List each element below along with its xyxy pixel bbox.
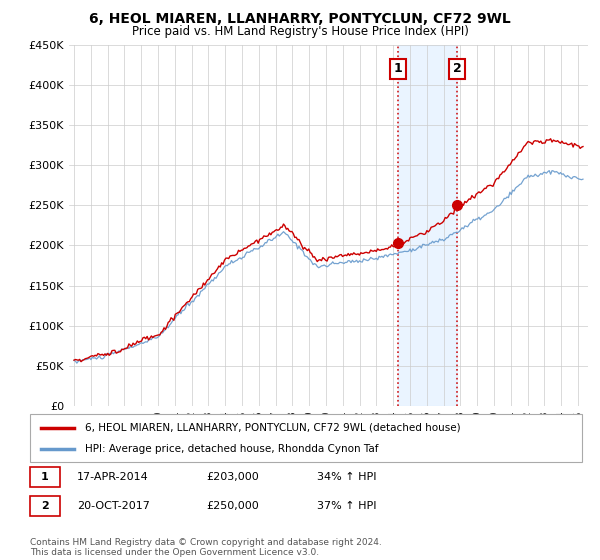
Text: 2: 2 bbox=[41, 501, 49, 511]
Bar bbox=[398, 45, 457, 406]
Text: Contains HM Land Registry data © Crown copyright and database right 2024.
This d: Contains HM Land Registry data © Crown c… bbox=[30, 538, 382, 557]
FancyBboxPatch shape bbox=[30, 496, 61, 516]
Text: 34% ↑ HPI: 34% ↑ HPI bbox=[317, 472, 377, 482]
Text: 20-OCT-2017: 20-OCT-2017 bbox=[77, 501, 150, 511]
Text: 6, HEOL MIAREN, LLANHARRY, PONTYCLUN, CF72 9WL (detached house): 6, HEOL MIAREN, LLANHARRY, PONTYCLUN, CF… bbox=[85, 423, 461, 433]
Text: 1: 1 bbox=[41, 472, 49, 482]
Text: 1: 1 bbox=[394, 62, 403, 76]
FancyBboxPatch shape bbox=[30, 467, 61, 487]
Text: 17-APR-2014: 17-APR-2014 bbox=[77, 472, 149, 482]
Text: HPI: Average price, detached house, Rhondda Cynon Taf: HPI: Average price, detached house, Rhon… bbox=[85, 444, 379, 454]
Text: 2: 2 bbox=[452, 62, 461, 76]
FancyBboxPatch shape bbox=[30, 414, 582, 462]
Text: £203,000: £203,000 bbox=[206, 472, 259, 482]
Text: 6, HEOL MIAREN, LLANHARRY, PONTYCLUN, CF72 9WL: 6, HEOL MIAREN, LLANHARRY, PONTYCLUN, CF… bbox=[89, 12, 511, 26]
Text: Price paid vs. HM Land Registry's House Price Index (HPI): Price paid vs. HM Land Registry's House … bbox=[131, 25, 469, 38]
Text: 37% ↑ HPI: 37% ↑ HPI bbox=[317, 501, 377, 511]
Text: £250,000: £250,000 bbox=[206, 501, 259, 511]
